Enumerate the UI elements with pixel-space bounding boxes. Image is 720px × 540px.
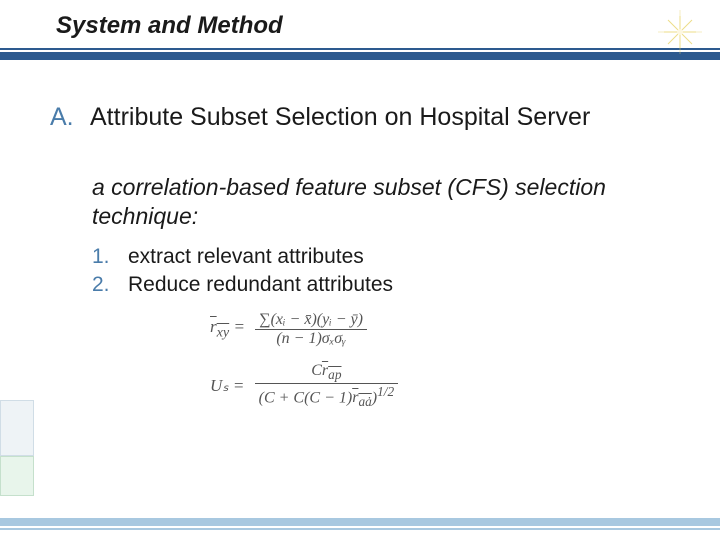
formula-denominator: (C + C(C − 1)raȧ)1/2 (255, 384, 399, 411)
list-item: 2. Reduce redundant attributes (92, 273, 670, 297)
list-item: 1. extract relevant attributes (92, 245, 670, 269)
slide-title: System and Method (56, 12, 283, 40)
list-text: Reduce redundant attributes (128, 273, 393, 297)
formula-block: rxy = ∑(xᵢ − x̄)(yᵢ − ȳ) (n − 1)σₓσᵧ Uₛ … (210, 311, 670, 411)
header-rules (0, 48, 720, 60)
formula-equals: = (233, 376, 244, 395)
sidebar-block (0, 456, 34, 496)
slide-header: System and Method (0, 0, 720, 72)
formula-utility: Uₛ = Crap (C + C(C − 1)raȧ)1/2 (210, 362, 670, 411)
formula-lhs-var: Uₛ (210, 376, 229, 395)
formula-numerator: Crap (255, 362, 399, 384)
section-title: Attribute Subset Selection on Hospital S… (90, 102, 590, 133)
section-subdesc: a correlation-based feature subset (CFS)… (92, 173, 670, 231)
section-heading: A. Attribute Subset Selection on Hospita… (50, 102, 670, 133)
formula-correlation: rxy = ∑(xᵢ − x̄)(yᵢ − ȳ) (n − 1)σₓσᵧ (210, 311, 670, 348)
sidebar-block (0, 400, 34, 456)
list-text: extract relevant attributes (128, 245, 364, 269)
formula-lhs-var: r (210, 317, 217, 336)
formula-numerator: ∑(xᵢ − x̄)(yᵢ − ȳ) (255, 311, 367, 330)
list-number: 1. (92, 245, 118, 269)
ordered-list: 1. extract relevant attributes 2. Reduce… (92, 245, 670, 297)
section-letter: A. (50, 103, 80, 132)
footer-rules (0, 518, 720, 530)
formula-denominator: (n − 1)σₓσᵧ (255, 330, 367, 348)
slide-body: A. Attribute Subset Selection on Hospita… (0, 72, 720, 410)
formula-equals: = (233, 317, 244, 336)
formula-lhs-sub: xy (217, 324, 230, 340)
list-number: 2. (92, 273, 118, 297)
